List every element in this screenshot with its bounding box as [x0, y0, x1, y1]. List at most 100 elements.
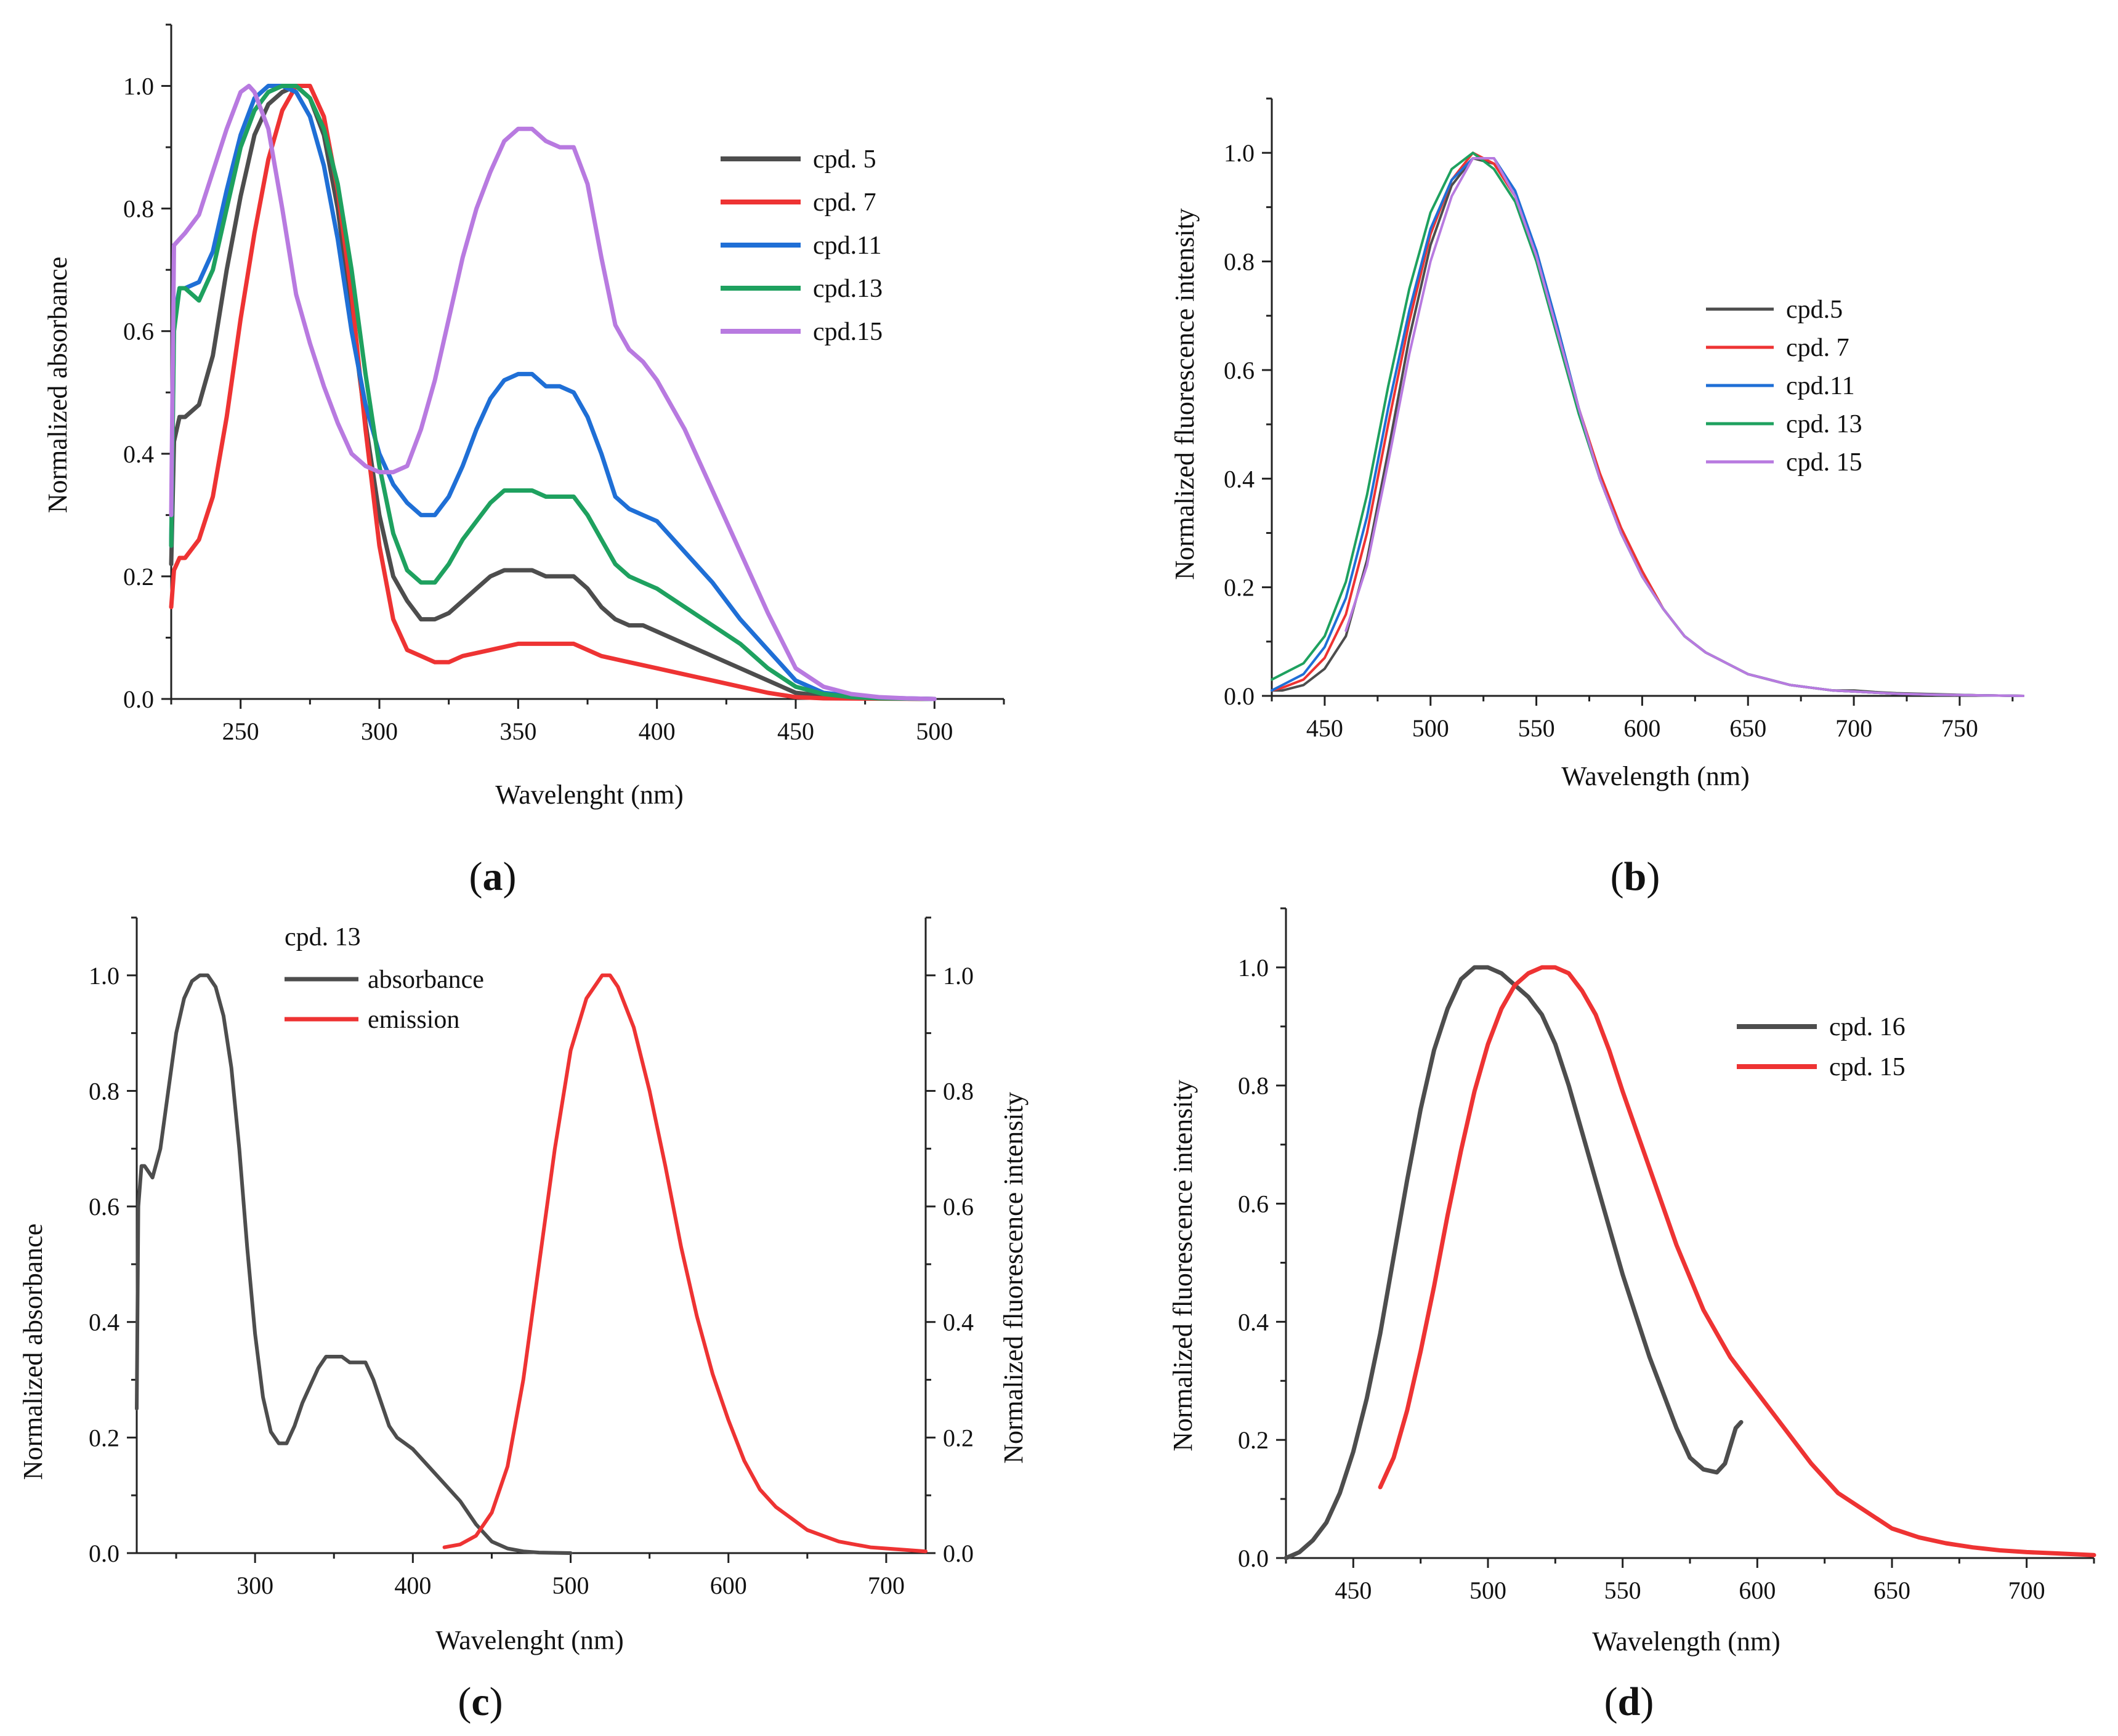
panel-a-xlabel: Wavelenght (nm) — [495, 780, 684, 810]
panel-c-absorbance-emission-chart: 300 400 500 600 700 0.0 0.0 0.2 0.2 0.4 0.4 0.6 0.6 0… — [18, 916, 1029, 1724]
y-tick-label: 0.8 — [1238, 1072, 1269, 1100]
y-tick-label: 1.0 — [1238, 954, 1269, 982]
legend-label: cpd.11 — [813, 232, 882, 260]
y2-tick-label: 0.6 — [943, 1193, 974, 1221]
y-tick-label: 0.6 — [123, 318, 154, 345]
panel-c-series — [135, 973, 928, 1555]
x-tick-label: 350 — [499, 717, 536, 745]
y2-tick-label: 0.8 — [943, 1077, 974, 1105]
x-tick-label: 400 — [639, 717, 676, 745]
panel-a-label-letter: a — [483, 854, 503, 899]
y-tick-label: 0.6 — [89, 1193, 119, 1221]
panel-d-series — [1283, 965, 2096, 1560]
x-tick-label: 250 — [222, 717, 259, 745]
y-tick-label: 1.0 — [123, 73, 154, 100]
y-tick-label: 0.6 — [1238, 1190, 1269, 1218]
panel-a-axes: 250 300 350 400 450 500 0.0 0.2 0.4 0.6 0.8 1.0 — [123, 23, 1005, 745]
panel-b-axes: 450 500 550 600 650 700 750 0.0 0.2 0.4 0.6 0.8 1.0 — [1224, 97, 2023, 742]
x-tick-label: 550 — [1604, 1577, 1641, 1604]
series-line-cpd-16 — [1283, 965, 1744, 1560]
series-line-cpd-15 — [1378, 965, 2096, 1557]
panel-d-fluorescence-chart: 450 500 550 600 650 700 0.0 0.2 0.4 0.6 0.8 1.0 Wav… — [1168, 907, 2096, 1724]
panel-d-label-letter: d — [1618, 1679, 1641, 1724]
legend-label: cpd. 15 — [1786, 448, 1862, 477]
x-tick-label: 650 — [1729, 714, 1766, 742]
panel-d-axes: 450 500 550 600 650 700 0.0 0.2 0.4 0.6 0.8 1.0 — [1238, 907, 2095, 1604]
panel-a-label: (a) — [469, 854, 517, 899]
panel-a-ylabel: Normalized absorbance — [42, 257, 73, 514]
y-tick-label: 0.2 — [1224, 574, 1255, 602]
legend-label: cpd. 7 — [1786, 334, 1849, 362]
panel-a-legend: cpd. 5 cpd. 7 cpd.11 cpd.13 cpd.15 — [721, 145, 883, 346]
svg-text:(b): (b) — [1611, 854, 1660, 899]
panel-d-legend: cpd. 16 cpd. 15 — [1737, 1013, 1906, 1081]
legend-label: cpd. 15 — [1829, 1053, 1906, 1081]
panel-b-fluorescence-chart: 450 500 550 600 650 700 7500.00.20.40.60.81.0 … — [1170, 97, 2024, 899]
panel-b-label-letter: b — [1624, 854, 1647, 899]
panel-b-series — [1271, 151, 2024, 697]
y-tick-label: 0.4 — [123, 440, 154, 468]
y-tick-label: 0.2 — [89, 1424, 119, 1451]
x-tick-label: 600 — [710, 1572, 747, 1599]
y-tick-label: 0.6 — [1224, 357, 1255, 384]
y-tick-label: 0.0 — [1224, 682, 1255, 710]
series-line-cpd-5 — [169, 84, 937, 701]
panel-c-xlabel: Wavelenght (nm) — [435, 1625, 624, 1655]
svg-text:(c): (c) — [458, 1679, 503, 1724]
x-tick-label: 450 — [1306, 714, 1343, 742]
y-tick-label: 0.8 — [1224, 248, 1255, 276]
x-tick-label: 300 — [361, 717, 398, 745]
legend-title: cpd. 13 — [285, 923, 361, 951]
y-tick-label: 0.0 — [89, 1540, 119, 1567]
series-line-cpd-13 — [169, 84, 937, 701]
x-tick-label: 400 — [394, 1572, 431, 1599]
panel-d-ylabel: Normalized fluorescence intensity — [1168, 1080, 1198, 1451]
x-tick-label: 700 — [1835, 714, 1872, 742]
y-tick-label: 0.2 — [1238, 1426, 1269, 1454]
y2-tick-label: 0.0 — [943, 1540, 974, 1567]
panel-b-ylabel: Normalized fluorescence intensity — [1170, 208, 1200, 580]
x-tick-label: 600 — [1739, 1577, 1776, 1604]
x-tick-label: 600 — [1623, 714, 1660, 742]
panel-c-y2label: Normalized fluorescence intensity — [998, 1092, 1029, 1464]
y-tick-label: 0.2 — [123, 563, 154, 591]
y2-tick-label: 0.2 — [943, 1424, 974, 1451]
series-line-absorbance — [135, 973, 573, 1555]
y-tick-label: 0.0 — [1238, 1544, 1269, 1572]
y-tick-label: 0.8 — [89, 1077, 119, 1105]
y-tick-label: 0.4 — [1238, 1308, 1269, 1336]
x-tick-label: 300 — [236, 1572, 273, 1599]
x-tick-label: 500 — [552, 1572, 589, 1599]
x-tick-label: 550 — [1518, 714, 1555, 742]
legend-label: cpd. 13 — [1786, 410, 1862, 438]
y-tick-label: 1.0 — [89, 962, 119, 990]
panel-c-label: (c) — [458, 1679, 503, 1724]
y-tick-label: 0.0 — [123, 685, 154, 713]
legend-label: cpd. 5 — [813, 145, 876, 174]
legend-label: cpd. 16 — [1829, 1013, 1906, 1041]
x-tick-label: 500 — [1469, 1577, 1506, 1604]
x-tick-label: 450 — [777, 717, 814, 745]
svg-text:(a): (a) — [469, 854, 517, 899]
legend-label: cpd. 7 — [813, 188, 876, 217]
series-line-cpd-11 — [169, 84, 937, 701]
y-tick-label: 0.4 — [89, 1309, 119, 1336]
legend-label: absorbance — [368, 966, 484, 994]
series-line-cpd-7 — [169, 84, 937, 701]
panel-d-label: (d) — [1604, 1679, 1654, 1724]
series-line-cpd-15 — [1344, 157, 2024, 697]
legend-label: cpd.13 — [813, 275, 883, 303]
y2-tick-label: 0.4 — [943, 1309, 974, 1336]
panel-c-ylabel: Normalized absorbance — [18, 1224, 48, 1480]
panel-b-label: (b) — [1611, 854, 1660, 899]
panel-b-legend: cpd.5 cpd. 7 cpd.11 cpd. 13 cpd. 15 — [1706, 296, 1862, 477]
panel-b-xlabel: Wavelength (nm) — [1561, 761, 1750, 791]
x-tick-label: 450 — [1335, 1577, 1372, 1604]
x-tick-label: 700 — [868, 1572, 905, 1599]
legend-label: emission — [368, 1006, 459, 1034]
x-tick-label: 700 — [2008, 1577, 2045, 1604]
x-tick-label: 500 — [916, 717, 953, 745]
svg-text:(d): (d) — [1604, 1679, 1654, 1724]
